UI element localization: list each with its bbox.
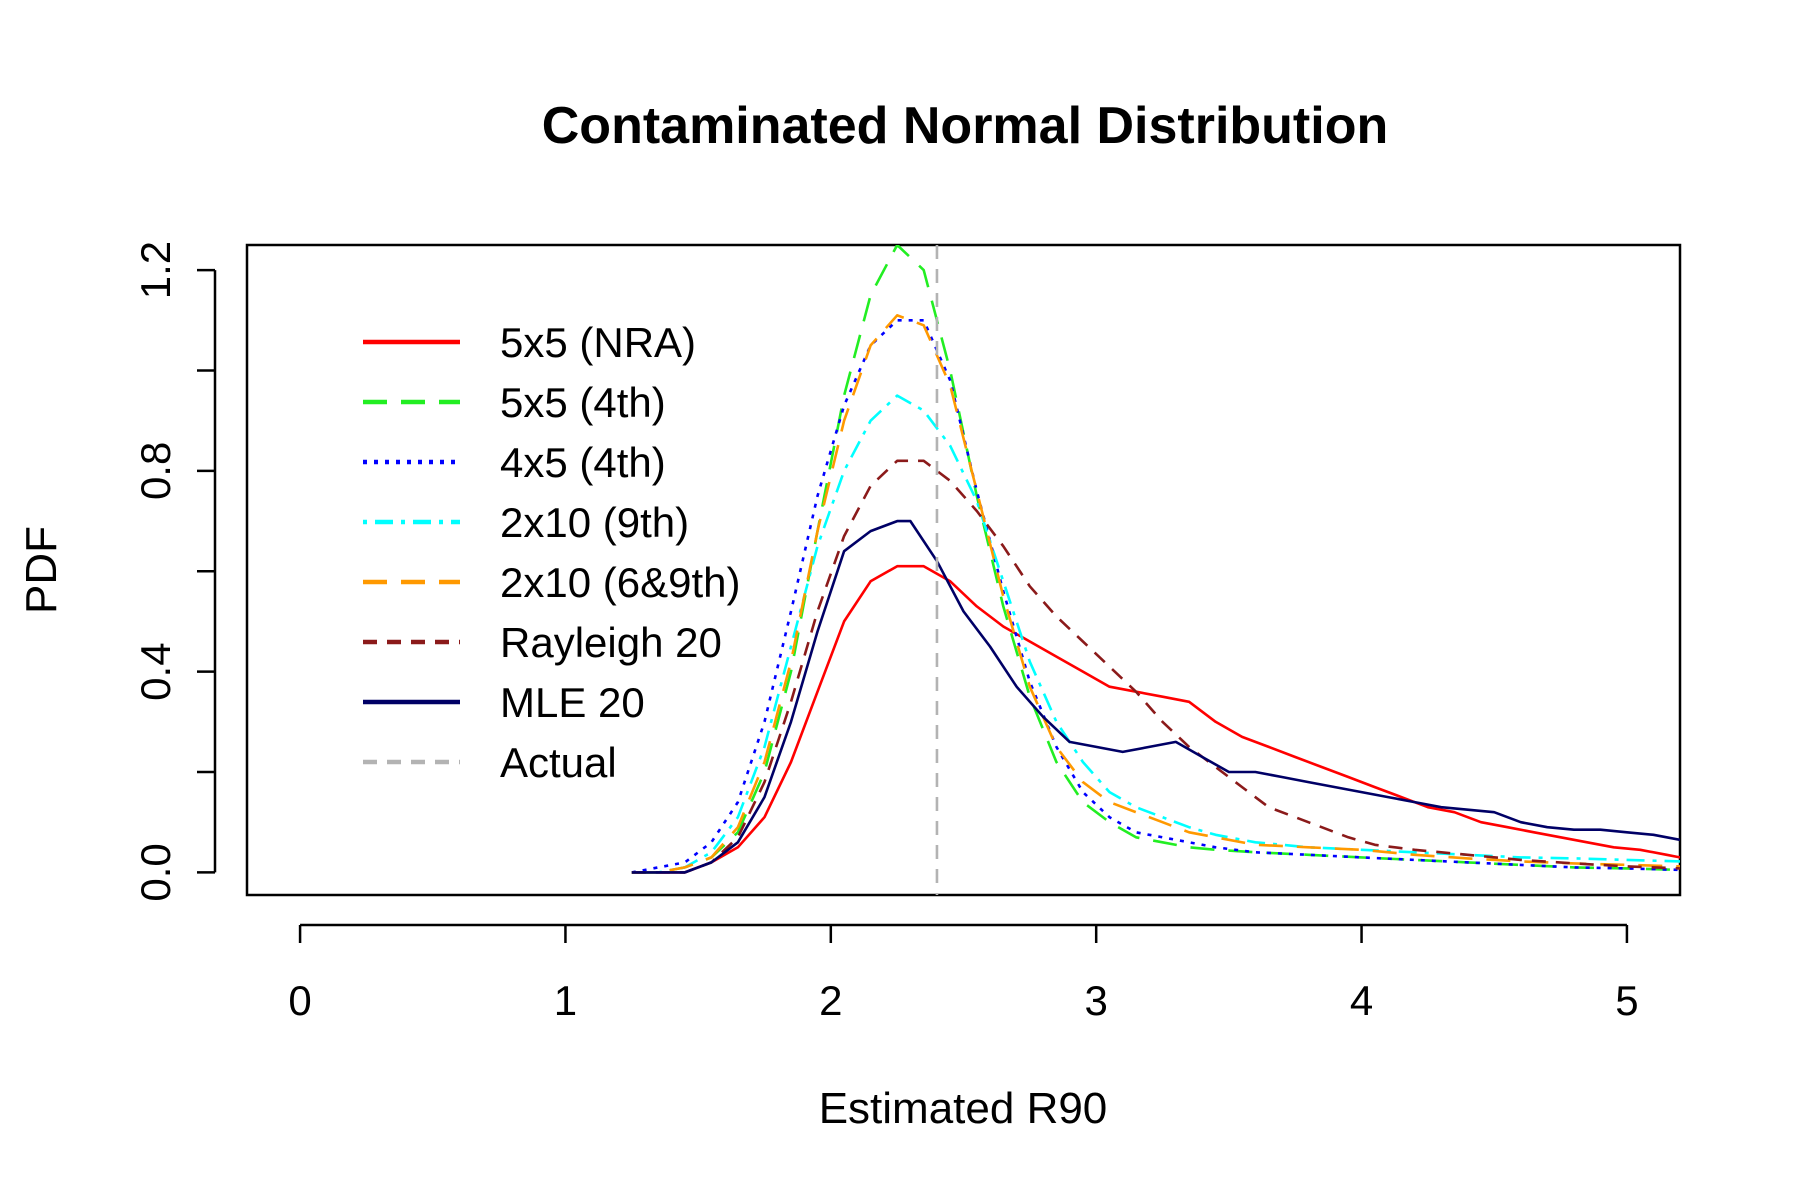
legend-label-actual: Actual: [500, 739, 617, 786]
legend-label-series-5x5-nra: 5x5 (NRA): [500, 319, 696, 366]
legend: 5x5 (NRA) 5x5 (4th) 4x5 (4th) 2x10 (9th) 2x1…: [363, 319, 740, 786]
series-2x10-9th-line: [631, 394, 1680, 874]
series-5x5-4th-line: [631, 245, 1680, 874]
legend-label-series-rayleigh-20: Rayleigh 20: [500, 619, 722, 666]
y-tick-label: 0.8: [132, 442, 179, 500]
series-4x5-4th-line: [631, 318, 1680, 874]
series-5x5-nra-line: [631, 564, 1680, 874]
x-tick-label: 2: [819, 977, 842, 1024]
x-axis: 0 1 2 3 4 5: [288, 925, 1639, 1024]
legend-label-series-5x5-4th: 5x5 (4th): [500, 379, 666, 426]
y-axis-label: PDF: [17, 526, 66, 614]
x-tick-label: 0: [288, 977, 311, 1024]
legend-label-series-mle-20: MLE 20: [500, 679, 645, 726]
y-tick-label: 1.2: [132, 241, 179, 299]
x-tick-label: 3: [1085, 977, 1108, 1024]
y-tick-label: 0.0: [132, 843, 179, 901]
y-tick-label: 0.4: [132, 642, 179, 700]
x-tick-label: 5: [1615, 977, 1638, 1024]
series-layer: [631, 245, 1680, 874]
plot-frame: [245, 243, 1682, 897]
legend-label-series-2x10-6-9th: 2x10 (6&9th): [500, 559, 740, 606]
series-2x10-6-9th-line: [631, 313, 1680, 874]
legend-label-series-2x10-9th: 2x10 (9th): [500, 499, 689, 546]
chart-title: Contaminated Normal Distribution: [542, 97, 1388, 155]
x-tick-label: 1: [554, 977, 577, 1024]
y-axis: 0.0 0.4 0.8 1.2: [132, 241, 215, 902]
x-axis-label: Estimated R90: [819, 1084, 1108, 1133]
series-rayleigh-20-line: [631, 459, 1680, 874]
series-mle-20-line: [631, 519, 1680, 874]
legend-label-series-4x5-4th: 4x5 (4th): [500, 439, 666, 486]
x-tick-label: 4: [1350, 977, 1373, 1024]
